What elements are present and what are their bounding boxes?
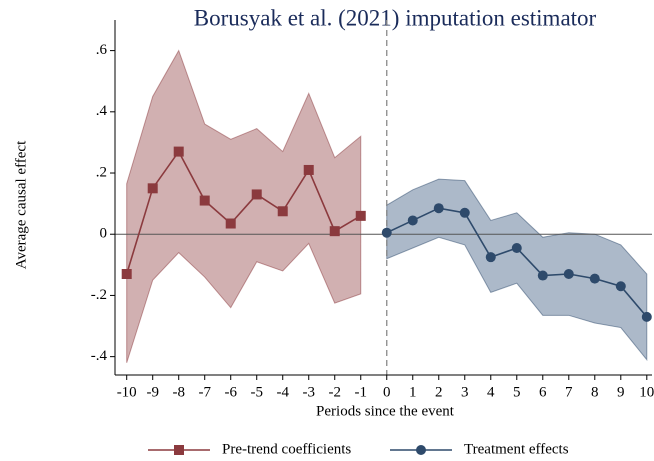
marker <box>407 215 418 226</box>
x-tick-label: 2 <box>435 384 443 400</box>
x-tick-label: -9 <box>146 384 159 400</box>
y-tick-label: .2 <box>96 164 107 180</box>
line <box>125 150 362 275</box>
y-tick-label: .4 <box>96 103 108 119</box>
marker <box>433 203 444 214</box>
marker <box>459 207 470 218</box>
confidence-band <box>126 49 362 363</box>
x-tick-label: 4 <box>487 384 495 400</box>
legend-marker <box>174 445 184 455</box>
chart-title: Borusyak et al. (2021) imputation estima… <box>194 5 597 30</box>
x-tick-label: 0 <box>383 384 391 400</box>
x-axis-label: Periods since the event <box>316 403 455 419</box>
x-tick-label: -6 <box>224 384 237 400</box>
x-tick-label: 10 <box>639 384 654 400</box>
marker <box>355 210 366 221</box>
legend-marker <box>416 445 426 455</box>
marker <box>147 183 158 194</box>
x-tick-label: -4 <box>276 384 289 400</box>
x-tick-label: -8 <box>172 384 185 400</box>
x-tick-label: 9 <box>617 384 625 400</box>
marker <box>303 164 314 175</box>
marker <box>121 269 132 280</box>
x-tick-label: 1 <box>409 384 417 400</box>
marker <box>589 273 600 284</box>
x-tick-label: 7 <box>565 384 573 400</box>
y-tick-label: -.4 <box>91 348 108 364</box>
marker <box>199 195 210 206</box>
marker <box>225 218 236 229</box>
marker <box>251 189 262 200</box>
x-tick-label: -10 <box>117 384 137 400</box>
marker <box>615 281 626 292</box>
y-axis-label: Average causal effect <box>13 140 29 269</box>
marker <box>329 226 340 237</box>
x-tick-label: 6 <box>539 384 547 400</box>
marker <box>563 269 574 280</box>
marker <box>277 206 288 217</box>
marker <box>173 146 184 157</box>
marker <box>511 242 522 253</box>
x-tick-label: -2 <box>328 384 341 400</box>
legend-label: Pre-trend coefficients <box>222 441 351 457</box>
x-tick-label: -3 <box>302 384 315 400</box>
marker <box>381 227 392 238</box>
y-tick-label: -.2 <box>91 287 107 303</box>
x-tick-label: 8 <box>591 384 599 400</box>
x-tick-label: 3 <box>461 384 469 400</box>
y-tick-label: .6 <box>96 42 108 58</box>
marker <box>537 270 548 281</box>
confidence-band <box>386 178 648 362</box>
x-tick-label: 5 <box>513 384 521 400</box>
x-tick-label: -7 <box>198 384 211 400</box>
marker <box>485 252 496 263</box>
x-tick-label: -5 <box>250 384 263 400</box>
marker <box>641 311 652 322</box>
legend-label: Treatment effects <box>464 441 569 457</box>
y-tick-label: 0 <box>100 226 108 242</box>
x-tick-label: -1 <box>354 384 367 400</box>
